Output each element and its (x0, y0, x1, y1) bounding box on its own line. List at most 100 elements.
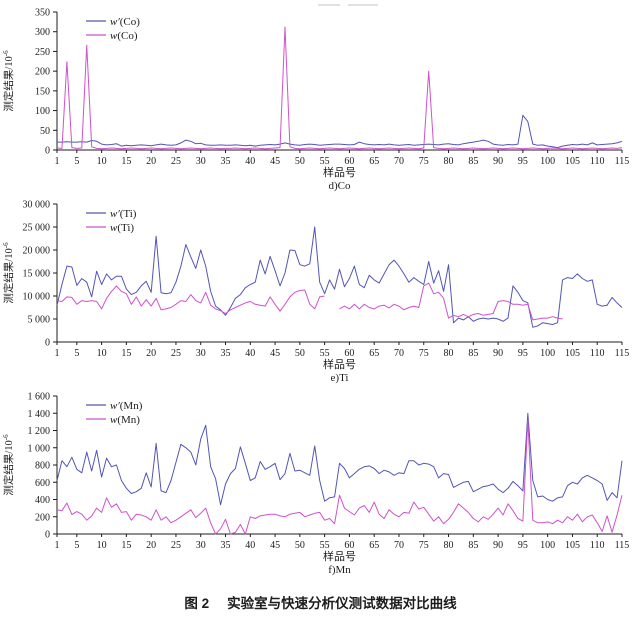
y-tick-label: 600 (35, 478, 50, 489)
x-tick-label: 30 (196, 348, 206, 359)
x-tick-label: 10 (97, 348, 107, 359)
y-tick-label: 0 (45, 338, 50, 349)
series-line-wti (56, 226, 623, 328)
x-tick-label: 60 (344, 540, 354, 551)
y-tick-label: 400 (35, 495, 50, 506)
y-tick-label: 1 400 (28, 409, 51, 420)
figure-caption: 图 2 实验室与快速分析仪测试数据对比曲线 (0, 592, 641, 612)
x-tick-label: 65 (369, 156, 379, 167)
x-tick-label: 75 (419, 540, 429, 551)
x-tick-label: 5 (74, 348, 79, 359)
legend-label: w′(Mn) (110, 400, 143, 412)
x-tick-label: 70 (394, 348, 404, 359)
series-line-wmn (56, 412, 623, 506)
legend-label: w(Co) (110, 30, 138, 42)
x-tick-label: 45 (270, 540, 280, 551)
y-tick-label: 350 (35, 8, 50, 19)
y-tick-label: 30 000 (23, 200, 51, 211)
x-tick-label: 40 (245, 156, 255, 167)
x-axis-label: 样品号 (323, 357, 356, 371)
x-tick-label: 5 (74, 540, 79, 551)
x-tick-label: 50 (295, 156, 305, 167)
x-tick-label: 110 (590, 348, 605, 359)
cropped-top-artifact (300, 2, 384, 8)
x-tick-label: 90 (493, 348, 503, 359)
x-tick-label: 90 (493, 540, 503, 551)
x-tick-label: 90 (493, 156, 503, 167)
y-tick-label: 250 (35, 47, 50, 58)
legend-label: w′(Co) (110, 16, 140, 28)
y-tick-label: 200 (35, 67, 50, 78)
y-tick-label: 200 (35, 512, 50, 523)
x-tick-label: 10 (97, 540, 107, 551)
x-tick-label: 5 (74, 156, 79, 167)
x-tick-label: 65 (369, 348, 379, 359)
figure-caption-text: 实验室与快速分析仪测试数据对比曲线 (227, 596, 457, 611)
legend-label: w(Mn) (110, 414, 140, 426)
x-tick-label: 25 (171, 348, 181, 359)
series-line-wti (339, 282, 563, 321)
x-tick-label: 20 (146, 540, 156, 551)
series-line-wco (56, 26, 623, 150)
x-tick-label: 1 (55, 540, 60, 551)
x-tick-label: 85 (468, 348, 478, 359)
x-tick-label: 1 (55, 156, 60, 167)
figure-number: 图 2 (184, 596, 210, 611)
x-tick-label: 80 (444, 156, 454, 167)
x-tick-label: 70 (394, 156, 404, 167)
y-tick-label: 300 (35, 27, 50, 38)
x-tick-label: 15 (121, 540, 131, 551)
series-line-wco (57, 114, 623, 149)
y-axis-label: 测定结果/10-6 (2, 242, 15, 304)
x-tick-label: 65 (369, 540, 379, 551)
legend-label: w′(Ti) (110, 208, 137, 220)
y-tick-label: 10 000 (23, 292, 51, 303)
y-tick-label: 20 000 (23, 246, 51, 257)
axes (56, 12, 622, 151)
x-tick-label: 45 (270, 348, 280, 359)
x-tick-label: 25 (171, 540, 181, 551)
x-tick-label: 10 (97, 156, 107, 167)
sub-caption: d)Co (329, 180, 352, 192)
y-tick-label: 25 000 (23, 223, 51, 234)
x-tick-label: 50 (295, 348, 305, 359)
x-tick-label: 50 (295, 540, 305, 551)
x-tick-label: 75 (419, 156, 429, 167)
x-tick-label: 40 (245, 348, 255, 359)
x-tick-label: 40 (245, 540, 255, 551)
x-tick-label: 100 (540, 540, 555, 551)
x-tick-label: 95 (518, 156, 528, 167)
x-axis-label: 样品号 (323, 549, 356, 563)
y-tick-label: 100 (35, 106, 50, 117)
y-tick-label: 150 (35, 86, 50, 97)
x-tick-label: 55 (320, 348, 330, 359)
y-tick-label: 50 (40, 126, 50, 137)
x-tick-label: 25 (171, 156, 181, 167)
y-tick-label: 1 000 (28, 443, 51, 454)
x-tick-label: 55 (320, 156, 330, 167)
x-tick-label: 1 (55, 348, 60, 359)
y-tick-label: 5 000 (28, 315, 51, 326)
sub-caption: f)Mn (328, 564, 351, 576)
x-tick-label: 100 (540, 156, 555, 167)
legend-label: w(Ti) (110, 222, 134, 234)
x-tick-label: 15 (121, 156, 131, 167)
x-tick-label: 85 (468, 540, 478, 551)
x-tick-label: 30 (196, 156, 206, 167)
x-tick-label: 105 (565, 348, 580, 359)
x-tick-label: 105 (565, 156, 580, 167)
x-tick-label: 75 (419, 348, 429, 359)
y-tick-label: 1 200 (28, 426, 51, 437)
y-axis-label: 测定结果/10-6 (2, 50, 15, 112)
series-line-wti (56, 285, 325, 314)
x-tick-label: 110 (590, 540, 605, 551)
series-line-wmn (56, 419, 623, 535)
x-tick-label: 115 (615, 348, 630, 359)
y-tick-label: 0 (45, 530, 50, 541)
x-tick-label: 55 (320, 540, 330, 551)
x-tick-label: 30 (196, 540, 206, 551)
x-tick-label: 70 (394, 540, 404, 551)
